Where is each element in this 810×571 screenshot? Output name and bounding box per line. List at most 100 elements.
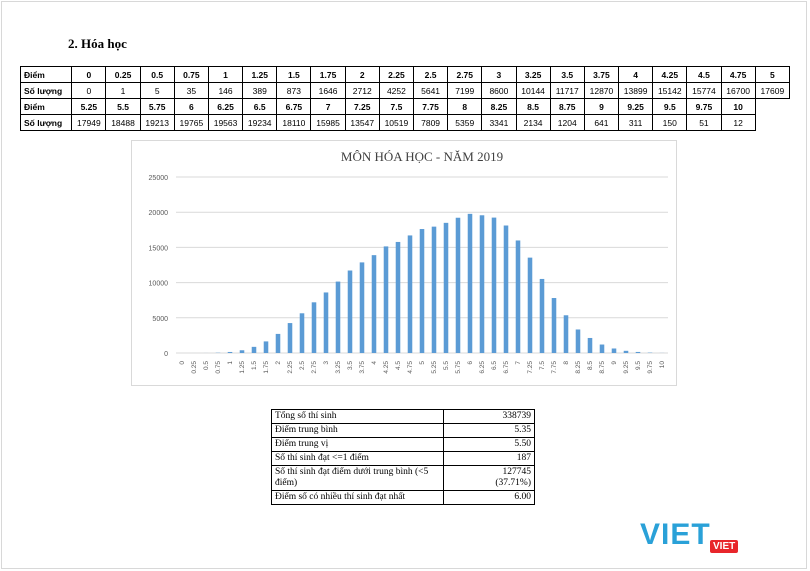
bar <box>503 225 509 353</box>
x-tick-label: 3.75 <box>359 361 366 374</box>
table-cell: 15985 <box>310 114 346 131</box>
table-cell: 5.75 <box>139 98 175 115</box>
table-cell: 311 <box>618 114 654 131</box>
table-cell: 150 <box>652 114 688 131</box>
score-row: Điểm 5.25 5.5 5.75 6 6.25 6.5 6.75 7 7.25 7.5 7.75 8… <box>19 98 790 115</box>
table-cell: 1 <box>207 66 244 83</box>
table-cell: 7.25 <box>344 98 380 115</box>
bar <box>299 313 305 353</box>
stats-value-main: 127745 <box>502 467 532 477</box>
table-cell: 0.25 <box>105 66 141 83</box>
table-cell: 8.75 <box>549 98 585 115</box>
table-cell: 5.25 <box>71 98 107 115</box>
table-cell: 0.5 <box>139 66 175 83</box>
bar <box>479 215 485 353</box>
table-cell: 19563 <box>207 114 244 131</box>
table-cell: 13899 <box>618 82 654 99</box>
table-cell: 5 <box>754 66 791 83</box>
stats-row: Số thí sinh đạt <=1 điểm 187 <box>271 451 535 466</box>
x-tick-label: 5.75 <box>455 361 462 374</box>
x-tick-label: 9 <box>611 361 618 365</box>
table-cell: 19765 <box>173 114 209 131</box>
bar <box>251 346 257 353</box>
stats-value: 6.00 <box>443 490 535 505</box>
table-cell: 7199 <box>447 82 483 99</box>
x-tick-label: 8 <box>563 361 570 365</box>
bar <box>263 341 269 353</box>
table-cell: 1.75 <box>310 66 346 83</box>
x-tick-label: 9.25 <box>623 361 630 374</box>
y-tick-label: 20000 <box>149 210 169 217</box>
count-row: Số lượng 0 1 5 35 146 389 873 1646 2712 4252 5641 71… <box>19 82 791 99</box>
table-cell: 13547 <box>344 114 380 131</box>
x-tick-label: 8.75 <box>599 361 606 374</box>
bar <box>347 270 353 353</box>
table-cell: 10 <box>720 98 756 115</box>
table-cell: 12870 <box>583 82 620 99</box>
x-tick-label: 7.5 <box>539 361 546 370</box>
stats-value-percent: (37.71%) <box>495 478 531 488</box>
table-cell: 5641 <box>412 82 449 99</box>
table-cell: 873 <box>276 82 312 99</box>
table-cell: 11717 <box>549 82 585 99</box>
x-tick-label: 4.5 <box>395 361 402 370</box>
table-cell: 9.5 <box>652 98 688 115</box>
stats-value: 5.50 <box>443 437 535 452</box>
x-tick-label: 7.75 <box>551 361 558 374</box>
table-cell: 8600 <box>481 82 517 99</box>
x-tick-label: 9.5 <box>635 361 642 370</box>
x-tick-label: 0.75 <box>215 361 222 374</box>
x-tick-label: 10 <box>659 361 666 369</box>
x-tick-label: 5.25 <box>431 361 438 374</box>
y-tick-label: 0 <box>164 351 168 358</box>
bar <box>323 292 329 353</box>
x-tick-label: 5 <box>419 361 426 365</box>
bar <box>419 229 425 353</box>
stats-value: 187 <box>443 451 535 466</box>
empty-cell <box>755 115 789 131</box>
stats-label: Điểm trung bình <box>271 423 444 438</box>
x-tick-label: 4 <box>371 361 378 365</box>
x-tick-label: 6.5 <box>491 361 498 370</box>
bar <box>275 333 281 353</box>
table-cell: 6.75 <box>276 98 312 115</box>
stats-label: Điểm số có nhiều thí sinh đạt nhất <box>271 490 444 505</box>
table-cell: 51 <box>686 114 722 131</box>
bar <box>395 241 401 353</box>
table-cell: 10144 <box>515 82 551 99</box>
count-row: Số lượng 17949 18488 19213 19765 19563 19234 18… <box>19 114 790 131</box>
x-tick-label: 7.25 <box>527 361 534 374</box>
table-cell: 3.75 <box>583 66 620 83</box>
table-cell: 2712 <box>344 82 380 99</box>
y-tick-label: 15000 <box>149 245 169 252</box>
bar <box>635 351 641 353</box>
x-tick-label: 5.5 <box>443 361 450 370</box>
bar <box>623 350 629 353</box>
x-tick-label: 3.5 <box>347 361 354 370</box>
bar <box>539 278 545 353</box>
bar <box>383 246 389 353</box>
empty-cell <box>755 99 789 115</box>
x-tick-label: 0.5 <box>203 361 210 370</box>
table-cell: 0 <box>71 66 107 83</box>
table-cell: 9 <box>583 98 620 115</box>
x-tick-label: 4.25 <box>383 361 390 374</box>
stats-value: 338739 <box>443 409 535 424</box>
stats-label: Tổng số thí sinh <box>271 409 444 424</box>
table-cell: 8.5 <box>515 98 551 115</box>
logo-text: VIET <box>640 518 711 551</box>
section-heading: 2. Hóa học <box>68 36 127 51</box>
table-cell: 5.5 <box>105 98 141 115</box>
table-cell: 2.25 <box>378 66 414 83</box>
bar <box>515 240 521 353</box>
x-tick-label: 6 <box>467 361 474 365</box>
table-cell: 1.5 <box>276 66 312 83</box>
x-tick-label: 1.5 <box>251 361 258 370</box>
table-cell: 2.5 <box>412 66 449 83</box>
x-tick-label: 2 <box>275 361 282 365</box>
x-tick-label: 2.75 <box>311 361 318 374</box>
table-cell: 7 <box>310 98 346 115</box>
table-cell: 12 <box>720 114 756 131</box>
y-tick-label: 25000 <box>149 175 169 182</box>
